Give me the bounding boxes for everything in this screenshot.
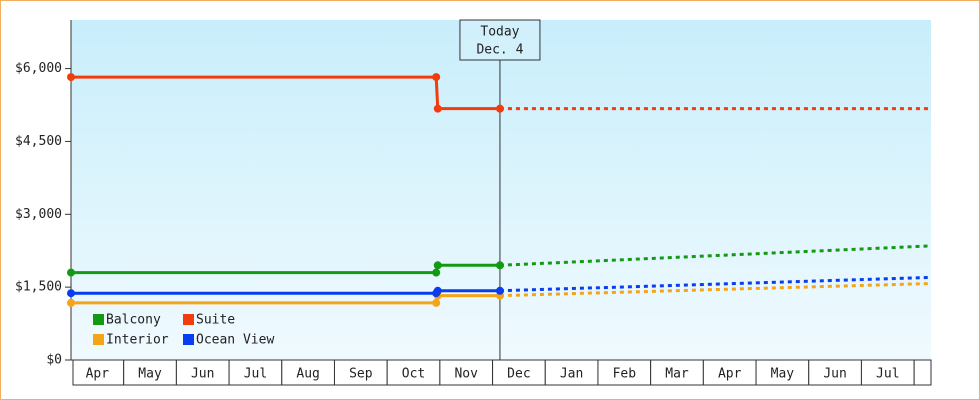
y-tick-label: $6,000 xyxy=(15,61,62,76)
today-label: Dec. 4 xyxy=(476,43,523,58)
x-tick-box xyxy=(650,359,704,386)
point xyxy=(495,261,504,270)
x-tick-label: Jan xyxy=(560,367,583,382)
x-tick-box xyxy=(860,359,915,386)
x-tick-label: Mar xyxy=(665,367,689,382)
point xyxy=(67,298,75,307)
point xyxy=(67,289,75,298)
x-tick-label: Jun xyxy=(191,367,214,382)
x-tick-label: Nov xyxy=(454,367,478,382)
x-tick-box xyxy=(544,359,599,386)
x-tick-box xyxy=(123,359,177,386)
series-line xyxy=(71,75,500,111)
point xyxy=(433,261,442,270)
x-tick-label: Jun xyxy=(823,367,846,382)
point xyxy=(433,286,442,295)
x-tick-label: Apr xyxy=(718,367,742,382)
x-tick-box xyxy=(175,359,230,386)
x-tick-box xyxy=(808,359,862,386)
y-tick-label: $0 xyxy=(46,353,62,368)
y-tick-label: $3,000 xyxy=(15,207,62,222)
legend-swatch xyxy=(183,334,194,345)
x-tick-label: Dec xyxy=(507,367,530,382)
y-tick-label: $1,500 xyxy=(15,280,62,295)
point xyxy=(495,104,504,113)
x-tick-label: Feb xyxy=(613,367,637,382)
legend-swatch xyxy=(93,334,104,345)
x-tick-box xyxy=(72,359,125,386)
x-tick-label: Sep xyxy=(349,367,373,382)
point xyxy=(432,73,441,82)
legend-swatch xyxy=(183,314,194,325)
plot-area xyxy=(71,20,931,360)
x-tick-box xyxy=(702,359,757,386)
x-axis-end-box xyxy=(913,359,932,386)
legend-label: Interior xyxy=(106,333,169,348)
x-tick-label: Apr xyxy=(86,367,110,382)
x-tick-label: Jul xyxy=(244,367,267,382)
legend-label: Balcony xyxy=(106,313,161,328)
point xyxy=(67,268,75,277)
point xyxy=(495,286,504,295)
today-box xyxy=(459,19,541,61)
today-label: Today xyxy=(480,25,519,40)
legend-swatch xyxy=(93,314,104,325)
x-tick-box xyxy=(228,359,283,386)
x-tick-box xyxy=(439,359,494,386)
legend-label: Ocean View xyxy=(196,333,274,348)
point xyxy=(67,73,75,82)
x-tick-label: May xyxy=(771,367,795,382)
y-tick-label: $4,500 xyxy=(15,134,62,149)
x-tick-label: Oct xyxy=(402,367,425,382)
point xyxy=(432,268,441,277)
point xyxy=(433,104,442,113)
point xyxy=(432,298,441,307)
x-tick-label: May xyxy=(138,367,162,382)
x-tick-box xyxy=(281,359,335,386)
legend-label: Suite xyxy=(196,313,235,328)
x-tick-label: Aug xyxy=(296,367,319,382)
x-tick-label: Jul xyxy=(876,367,899,382)
